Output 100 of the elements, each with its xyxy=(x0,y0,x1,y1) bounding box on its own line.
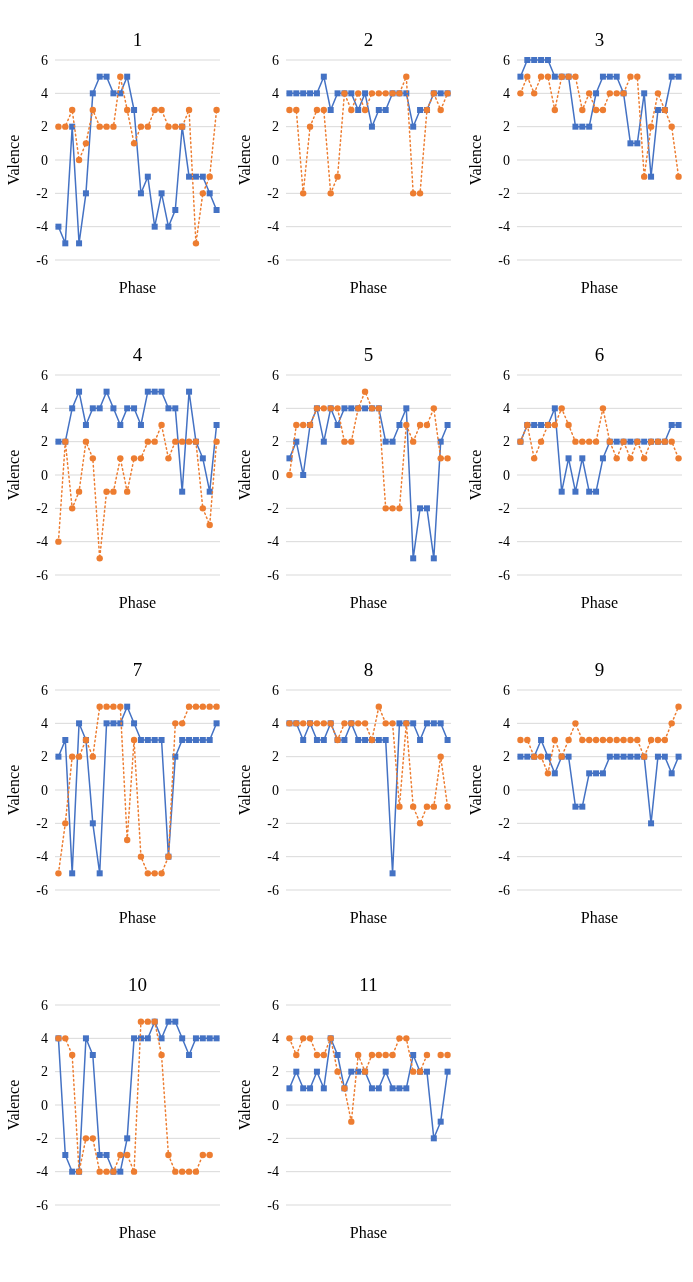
point xyxy=(300,737,307,743)
point xyxy=(110,703,117,710)
point xyxy=(151,870,158,877)
point xyxy=(213,207,220,213)
point xyxy=(206,190,213,197)
point xyxy=(437,106,444,114)
point xyxy=(55,870,62,877)
chart-title: 6 xyxy=(594,344,605,365)
point xyxy=(131,405,138,412)
point xyxy=(599,73,606,80)
chart-title: 9 xyxy=(594,659,605,680)
point xyxy=(76,720,83,727)
point xyxy=(362,90,369,97)
point xyxy=(110,720,117,727)
point xyxy=(178,720,186,727)
chart-title: 5 xyxy=(363,344,374,365)
point xyxy=(599,770,606,777)
point xyxy=(137,455,145,462)
y-axis-title: Valence xyxy=(236,764,253,816)
y-tick-label: 4 xyxy=(41,85,48,101)
point xyxy=(592,736,600,744)
point xyxy=(355,107,362,113)
point xyxy=(144,737,151,743)
point xyxy=(137,1018,145,1025)
point xyxy=(341,405,348,412)
point xyxy=(117,422,124,428)
point xyxy=(110,488,117,495)
point xyxy=(437,1051,444,1059)
point xyxy=(586,488,593,495)
point xyxy=(137,853,145,860)
point xyxy=(627,140,634,147)
y-tick-label: 4 xyxy=(503,715,510,731)
y-tick-label: -2 xyxy=(36,500,48,516)
point xyxy=(606,90,614,97)
point xyxy=(158,870,165,877)
y-tick-label: -6 xyxy=(267,882,279,898)
point xyxy=(538,57,545,63)
point xyxy=(123,836,131,844)
point xyxy=(375,703,383,710)
point xyxy=(158,421,165,429)
point xyxy=(299,421,307,429)
point xyxy=(661,753,668,760)
point xyxy=(544,753,551,760)
point xyxy=(599,106,607,114)
point xyxy=(320,438,327,445)
point xyxy=(144,438,152,445)
point xyxy=(313,106,321,114)
point xyxy=(130,1168,138,1175)
point xyxy=(165,223,172,230)
point xyxy=(151,438,158,445)
point xyxy=(199,190,207,197)
x-axis-title: Phase xyxy=(349,279,388,296)
point xyxy=(75,156,83,164)
point xyxy=(89,106,97,114)
y-tick-label: -4 xyxy=(498,219,510,235)
point xyxy=(123,106,131,114)
y-tick-label: 2 xyxy=(503,119,510,135)
point xyxy=(299,720,307,727)
point xyxy=(89,90,96,97)
point xyxy=(172,1018,179,1025)
y-tick-label: -2 xyxy=(267,1130,279,1146)
point xyxy=(199,1035,206,1042)
y-tick-label: -4 xyxy=(36,849,48,865)
y-tick-label: 4 xyxy=(503,85,510,101)
point xyxy=(293,421,300,429)
point xyxy=(572,73,579,80)
point xyxy=(55,123,62,130)
point xyxy=(668,438,675,445)
point xyxy=(410,1052,417,1058)
y-tick-label: -6 xyxy=(498,567,510,583)
y-tick-label: 0 xyxy=(41,467,48,483)
chart-title: 7 xyxy=(132,659,143,680)
point xyxy=(206,703,213,710)
point xyxy=(417,107,424,113)
point xyxy=(675,703,682,710)
y-tick-label: -2 xyxy=(36,815,48,831)
point xyxy=(299,190,307,197)
point xyxy=(437,1118,444,1125)
y-axis-title: Valence xyxy=(5,764,22,816)
point xyxy=(192,240,200,247)
point xyxy=(68,106,76,114)
point xyxy=(192,1168,200,1175)
point xyxy=(361,720,369,727)
y-tick-label: 6 xyxy=(503,367,510,383)
point xyxy=(524,753,531,760)
y-tick-label: 0 xyxy=(503,467,510,483)
point xyxy=(68,505,76,512)
point xyxy=(668,720,675,727)
point xyxy=(62,737,69,743)
y-axis-title: Valence xyxy=(236,1079,253,1131)
point xyxy=(585,90,593,97)
point xyxy=(348,438,355,445)
point xyxy=(530,90,538,97)
chart-title: 2 xyxy=(363,29,374,50)
point xyxy=(151,737,158,743)
point xyxy=(341,438,348,445)
point xyxy=(565,455,572,462)
point xyxy=(416,820,424,827)
point xyxy=(361,388,369,395)
y-tick-label: 0 xyxy=(272,782,279,798)
